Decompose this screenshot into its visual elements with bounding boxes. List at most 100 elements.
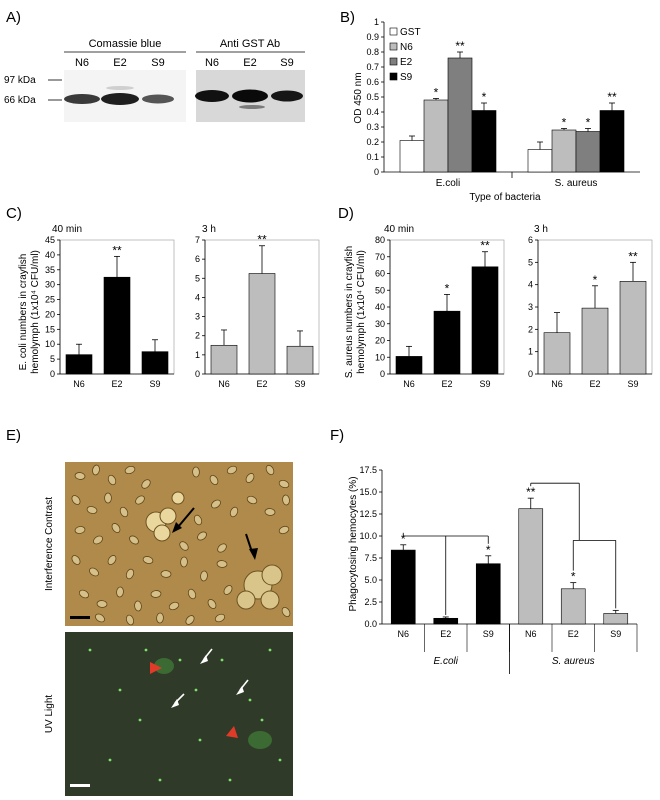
f-ytick-label: 17.5 <box>359 465 377 475</box>
c-3h-bar-s9 <box>286 345 314 375</box>
panel-f-ylabel: Phagocytosing hemocytes (%) <box>348 476 359 611</box>
c-3h-ytick-label: 7 <box>195 235 200 245</box>
panel-c-40min-chart: C) 40 min E. coli numbers in crayfish he… <box>6 205 175 389</box>
panel-e-label-bottom: UV Light <box>44 695 55 734</box>
d-40min-ytick-label: 20 <box>375 336 385 346</box>
panel-c-3h-chart: 3 h 0 1 2 3 4 5 6 7 N6 ** E2 S9 <box>195 224 320 389</box>
b-legend-label-s9: S9 <box>400 72 413 83</box>
b-bar-n6-0 <box>423 99 449 173</box>
marker-66-label: 66 kDa <box>4 95 36 106</box>
panel-a: A) Comassie blue Anti GST Ab N6 E2 S9 N6… <box>4 9 305 122</box>
d-3h-xtick-label: N6 <box>551 379 563 389</box>
b-legend-swatch-s9 <box>389 72 398 81</box>
panel-c-letter: C) <box>6 205 22 222</box>
d-40min-ytick-label: 30 <box>375 319 385 329</box>
uv-dots <box>88 648 282 782</box>
uv-scale-bar <box>70 784 90 787</box>
f-bar-5 <box>603 613 629 625</box>
blot-left-title: Comassie blue <box>89 38 162 50</box>
panel-b-xlabel: Type of bacteria <box>469 192 541 203</box>
b-bar-gst-0 <box>399 140 425 173</box>
b-sig-marker: * <box>562 116 567 130</box>
c-3h-ytick-label: 6 <box>195 254 200 264</box>
d-3h-bar-n6 <box>543 332 571 375</box>
uv-arrowhead-1 <box>150 662 162 674</box>
b-category-label: E.coli <box>436 178 460 189</box>
c-3h-bar-e2 <box>248 273 276 375</box>
f-ytick-label: 7.5 <box>364 553 377 563</box>
d-40min-sig-marker: ** <box>480 239 490 253</box>
band-western-e2-lower <box>239 105 265 109</box>
d-40min-bar-n6 <box>395 356 423 375</box>
lane-label-right-s9: S9 <box>280 57 293 69</box>
d-40min-xtick-label: S9 <box>479 379 490 389</box>
panel-f-letter: F) <box>330 427 344 444</box>
uv-micrograph <box>65 632 293 796</box>
d-3h-ytick-label: 2 <box>528 324 533 334</box>
b-bar-e2-0 <box>447 57 473 173</box>
lane-label-right-e2: E2 <box>243 57 256 69</box>
panel-c-time-3h: 3 h <box>202 224 216 235</box>
d-3h-ytick-label: 1 <box>528 347 533 357</box>
c-3h-bar-n6 <box>210 344 238 375</box>
panel-c-ylabel-line2: hemolymph (1x10⁴ CFU/ml) <box>30 250 41 374</box>
f-sig-marker: * <box>571 570 576 584</box>
band-comassie-e2 <box>101 93 139 105</box>
panel-e-letter: E) <box>6 427 21 444</box>
c-3h-ytick-label: 1 <box>195 350 200 360</box>
d-3h-bar-e2 <box>581 307 609 375</box>
panel-d-time-40min: 40 min <box>384 224 414 235</box>
b-bar-gst-1 <box>527 149 553 173</box>
d-40min-bar-s9 <box>471 266 499 375</box>
c-40min-xtick-label: E2 <box>111 379 122 389</box>
blot-right-title: Anti GST Ab <box>220 38 280 50</box>
c-40min-ytick-label: 15 <box>45 324 55 334</box>
uv-glow-1 <box>154 658 174 674</box>
d-40min-xtick-label: E2 <box>441 379 452 389</box>
f-sig-marker: ** <box>526 485 536 499</box>
f-xtick-label: N6 <box>397 629 409 639</box>
panel-d-time-3h: 3 h <box>534 224 548 235</box>
panel-a-letter: A) <box>6 9 21 26</box>
panel-b-ylabel: OD 450 nm <box>353 72 364 123</box>
b-bar-s9-0 <box>471 110 497 173</box>
f-ytick-label: 5.0 <box>364 575 377 585</box>
c-40min-ytick-label: 5 <box>50 354 55 364</box>
panel-d-letter: D) <box>338 205 354 222</box>
b-bar-n6-1 <box>551 129 577 173</box>
d-40min-sig-marker: * <box>445 281 450 295</box>
d-40min-bar-e2 <box>433 310 461 375</box>
d-3h-bar-s9 <box>619 281 647 375</box>
d-40min-ytick-label: 40 <box>375 302 385 312</box>
b-legend-label-n6: N6 <box>400 42 413 53</box>
f-group-label: E.coli <box>434 656 459 667</box>
f-bar-0 <box>390 549 416 625</box>
c-3h-ytick-label: 5 <box>195 273 200 283</box>
f-ytick-label: 2.5 <box>364 597 377 607</box>
lane-label-left-n6: N6 <box>75 57 89 69</box>
f-ytick-label: 0.0 <box>364 619 377 629</box>
b-ytick-label: 1 <box>374 17 379 27</box>
f-bar-4 <box>560 588 586 625</box>
b-ytick-label: 0.5 <box>366 92 379 102</box>
c-40min-xtick-label: S9 <box>149 379 160 389</box>
f-sig-marker: * <box>486 543 491 557</box>
panel-e-label-top: Interference Contrast <box>44 497 55 591</box>
d-40min-xtick-label: N6 <box>403 379 415 389</box>
d-3h-ytick-label: 3 <box>528 302 533 312</box>
b-sig-marker: ** <box>607 90 617 104</box>
f-ytick-label: 15.0 <box>359 487 377 497</box>
c-40min-ytick-label: 40 <box>45 250 55 260</box>
uv-glow-2 <box>248 731 272 749</box>
b-legend-swatch-e2 <box>389 57 398 66</box>
c-3h-ytick-label: 2 <box>195 331 200 341</box>
d-3h-ytick-label: 4 <box>528 280 533 290</box>
c-3h-xtick-label: S9 <box>294 379 305 389</box>
b-ytick-label: 0.2 <box>366 137 379 147</box>
b-ytick-label: 0.4 <box>366 107 379 117</box>
dic-scale-bar <box>70 616 90 619</box>
d-40min-ytick-label: 70 <box>375 252 385 262</box>
dic-cluster-1 <box>145 491 185 542</box>
f-bar-3 <box>518 508 544 625</box>
lane-label-left-s9: S9 <box>151 57 164 69</box>
